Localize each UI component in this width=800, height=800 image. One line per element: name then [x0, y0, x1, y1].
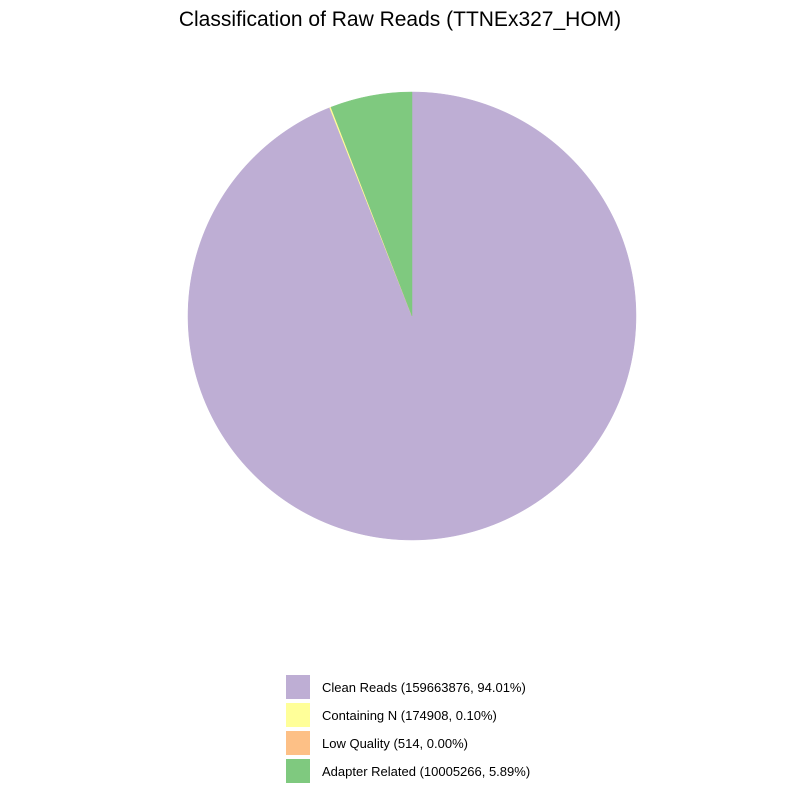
legend-swatch-adapter-related [286, 759, 310, 783]
pie-slice-adapter-related [330, 91, 413, 317]
legend-swatch-low-quality [286, 731, 310, 755]
legend-item-clean-reads: Clean Reads (159663876, 94.01%) [286, 673, 606, 701]
legend-label-containing-n: Containing N (174908, 0.10%) [322, 707, 497, 723]
legend-swatch-containing-n [286, 703, 310, 727]
legend-item-containing-n: Containing N (174908, 0.10%) [286, 701, 606, 729]
legend-item-adapter-related: Adapter Related (10005266, 5.89%) [286, 757, 606, 785]
legend-label-adapter-related: Adapter Related (10005266, 5.89%) [322, 763, 531, 779]
legend-label-low-quality: Low Quality (514, 0.00%) [322, 735, 468, 751]
legend-label-clean-reads: Clean Reads (159663876, 94.01%) [322, 679, 526, 695]
legend-item-low-quality: Low Quality (514, 0.00%) [286, 729, 606, 757]
pie-slices [187, 91, 637, 541]
chart-title: Classification of Raw Reads (TTNEx327_HO… [178, 8, 622, 31]
legend-swatch-clean-reads [286, 675, 310, 699]
legend: Clean Reads (159663876, 94.01%) Containi… [286, 673, 606, 785]
